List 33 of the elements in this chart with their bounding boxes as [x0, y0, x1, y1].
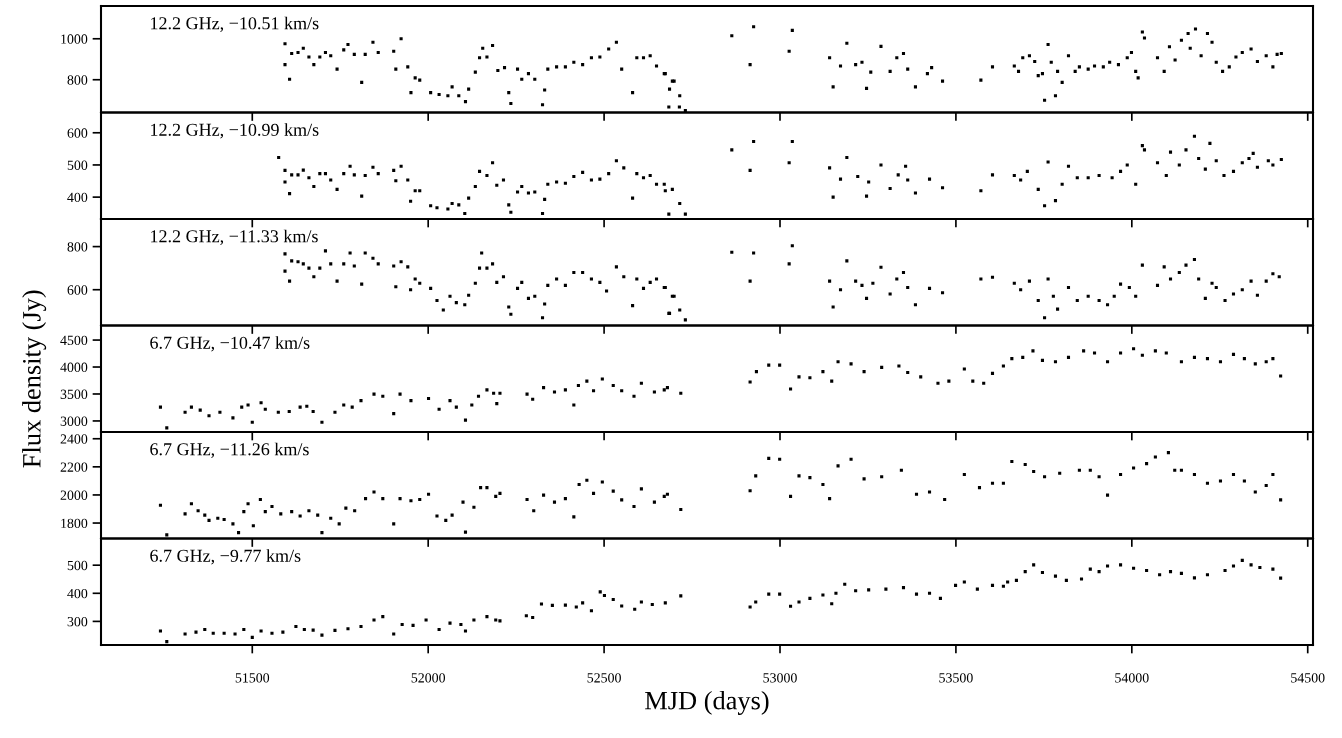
x-tick-label: 53000 — [763, 673, 797, 683]
y-tick-label: 600 — [67, 285, 88, 295]
y-tick-label: 500 — [67, 560, 88, 571]
y-tick-label: 3500 — [60, 389, 88, 399]
annotation: 12.2 GHz, −10.51 km/s — [151, 16, 319, 32]
x-tick-label: 54500 — [1291, 673, 1325, 683]
y-tick-label: 600 — [67, 128, 88, 138]
annotation: 12.2 GHz, −11.33 km/s — [151, 229, 318, 245]
y-tick-label: 300 — [67, 616, 88, 627]
annotation: 6.7 GHz, −11.26 km/s — [150, 442, 309, 458]
annotation: 6.7 GHz, −10.47 km/s — [150, 336, 310, 352]
y-tick-label: 4500 — [60, 335, 88, 346]
x-axis-title: MJD (days) — [645, 690, 769, 715]
x-tick-label: 52500 — [587, 673, 621, 683]
y-tick-label: 2400 — [60, 434, 88, 444]
x-tick-label: 54000 — [1115, 673, 1149, 683]
x-tick-label: 51500 — [235, 673, 270, 683]
y-tick-label: 800 — [67, 75, 88, 85]
y-tick-label: 3000 — [60, 416, 88, 426]
y-tick-label: 500 — [67, 160, 88, 170]
x-tick-label: 53500 — [939, 673, 973, 683]
y-tick-label: 2200 — [60, 462, 88, 472]
y-tick-label: 4000 — [60, 362, 88, 372]
y-tick-label: 400 — [67, 192, 88, 203]
y-tick-label: 1800 — [61, 518, 88, 528]
x-tick-label: 52000 — [411, 673, 446, 683]
y-tick-label: 2000 — [60, 490, 88, 500]
annotation: 12.2 GHz, −10.99 km/s — [151, 123, 319, 139]
y-tick-label: 400 — [67, 588, 88, 599]
y-tick-label: 1000 — [61, 34, 88, 44]
annotation: 6.7 GHz, −9.77 km/s — [150, 549, 301, 565]
y-axis-title: Flux density (Jy) — [22, 290, 47, 468]
y-tick-label: 800 — [67, 242, 88, 252]
